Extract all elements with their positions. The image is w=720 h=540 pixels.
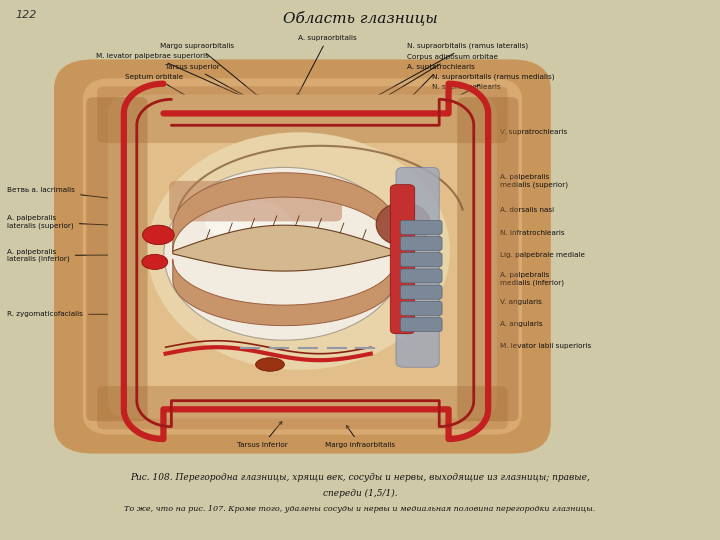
Polygon shape xyxy=(173,173,396,251)
Text: 122: 122 xyxy=(16,10,37,20)
FancyBboxPatch shape xyxy=(54,59,551,454)
Ellipse shape xyxy=(256,357,284,372)
FancyBboxPatch shape xyxy=(390,185,415,334)
Text: A. dorsalis nasi: A. dorsalis nasi xyxy=(454,206,554,217)
Ellipse shape xyxy=(148,132,450,370)
Text: Область глазницы: Область глазницы xyxy=(283,10,437,25)
Text: A. angularis: A. angularis xyxy=(454,315,543,327)
FancyBboxPatch shape xyxy=(457,97,518,421)
FancyBboxPatch shape xyxy=(83,78,522,435)
Text: M. levator palpebrae superioris: M. levator palpebrae superioris xyxy=(96,53,277,112)
Polygon shape xyxy=(173,225,396,271)
Text: Margo infraorbitalis: Margo infraorbitalis xyxy=(325,426,395,448)
Ellipse shape xyxy=(205,200,292,243)
Text: Рис. 108. Перегородна глазницы, хрящи век, сосуды и нервы, выходящие из глазницы: Рис. 108. Перегородна глазницы, хрящи ве… xyxy=(130,472,590,482)
Text: R. zygomaticofacialis: R. zygomaticofacialis xyxy=(7,311,139,318)
FancyBboxPatch shape xyxy=(169,181,342,221)
Text: N. supraorbitalis (ramus medialis): N. supraorbitalis (ramus medialis) xyxy=(410,74,554,123)
Ellipse shape xyxy=(143,225,174,245)
FancyBboxPatch shape xyxy=(396,167,439,367)
Text: спереди (1,5/1).: спереди (1,5/1). xyxy=(323,489,397,498)
Text: Corpus adiposum orbitae: Corpus adiposum orbitae xyxy=(353,53,498,117)
FancyBboxPatch shape xyxy=(400,253,442,267)
Text: Septum orbitale: Septum orbitale xyxy=(125,74,245,130)
FancyBboxPatch shape xyxy=(400,318,442,332)
FancyBboxPatch shape xyxy=(400,220,442,234)
FancyBboxPatch shape xyxy=(400,285,442,299)
Text: То же, что на рис. 107. Кроме того, удалены сосуды и нервы и медиальная половина: То же, что на рис. 107. Кроме того, удал… xyxy=(125,505,595,513)
FancyBboxPatch shape xyxy=(400,269,442,283)
Text: Margo supraorbitalis: Margo supraorbitalis xyxy=(160,43,260,97)
Text: V. angularis: V. angularis xyxy=(454,295,542,306)
Text: N. supraorbitalis (ramus lateralis): N. supraorbitalis (ramus lateralis) xyxy=(364,43,528,104)
Text: A. palpebralis
medialis (inferior): A. palpebralis medialis (inferior) xyxy=(454,272,564,286)
FancyBboxPatch shape xyxy=(97,86,508,143)
Text: A. suptatrochlearis: A. suptatrochlearis xyxy=(395,64,474,113)
Ellipse shape xyxy=(142,254,168,269)
Text: V. supratrochlearis: V. supratrochlearis xyxy=(454,129,567,144)
Text: N. infratrochlearis: N. infratrochlearis xyxy=(454,230,565,237)
Text: M. levator labii superioris: M. levator labii superioris xyxy=(454,336,592,349)
Ellipse shape xyxy=(163,167,405,340)
FancyBboxPatch shape xyxy=(86,97,148,421)
Text: Lig. palpebrale mediale: Lig. palpebrale mediale xyxy=(454,252,585,259)
Text: Ветвь a. lacrimalis: Ветвь a. lacrimalis xyxy=(7,187,151,204)
Text: Tarsus superior: Tarsus superior xyxy=(165,64,288,120)
Polygon shape xyxy=(173,259,396,326)
FancyBboxPatch shape xyxy=(97,386,508,429)
Text: Tarsus inferior: Tarsus inferior xyxy=(238,422,288,448)
Text: A. palpebralis
lateralis (inferior): A. palpebralis lateralis (inferior) xyxy=(7,248,146,262)
FancyBboxPatch shape xyxy=(400,301,442,315)
FancyBboxPatch shape xyxy=(108,94,497,419)
Ellipse shape xyxy=(376,202,430,246)
Text: A. supraorbitalis: A. supraorbitalis xyxy=(297,35,357,97)
Text: A. palpebralis
lateralis (superior): A. palpebralis lateralis (superior) xyxy=(7,215,146,229)
FancyBboxPatch shape xyxy=(400,237,442,251)
Text: A. palpebralis
medialis (superior): A. palpebralis medialis (superior) xyxy=(454,174,568,197)
Text: N. supratrochlearis: N. supratrochlearis xyxy=(417,84,500,130)
